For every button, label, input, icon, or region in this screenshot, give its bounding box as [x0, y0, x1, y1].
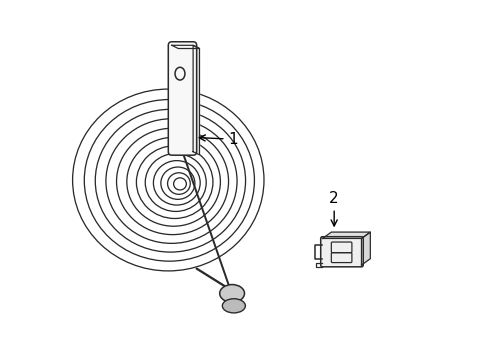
Text: 2: 2 — [329, 190, 338, 226]
FancyBboxPatch shape — [320, 237, 363, 267]
Ellipse shape — [222, 299, 245, 313]
Polygon shape — [171, 45, 199, 49]
FancyBboxPatch shape — [168, 42, 196, 155]
Polygon shape — [361, 232, 369, 265]
Polygon shape — [322, 232, 369, 238]
Polygon shape — [193, 45, 199, 155]
Ellipse shape — [219, 284, 244, 302]
Text: 1: 1 — [199, 132, 238, 147]
